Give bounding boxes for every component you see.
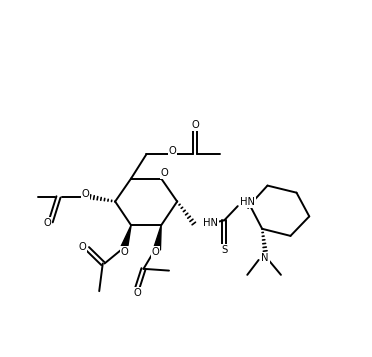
Text: HN: HN [240, 197, 255, 207]
Text: O: O [151, 247, 159, 257]
Text: N: N [261, 253, 269, 263]
Text: O: O [161, 168, 169, 178]
Text: O: O [43, 218, 51, 228]
Polygon shape [121, 225, 131, 249]
Text: HN: HN [203, 218, 218, 228]
Text: O: O [121, 247, 129, 257]
Text: O: O [82, 189, 90, 199]
Text: O: O [133, 287, 141, 298]
Text: O: O [168, 146, 176, 156]
Text: S: S [221, 245, 227, 255]
Text: O: O [79, 242, 86, 252]
Polygon shape [154, 225, 161, 250]
Text: O: O [192, 120, 199, 130]
